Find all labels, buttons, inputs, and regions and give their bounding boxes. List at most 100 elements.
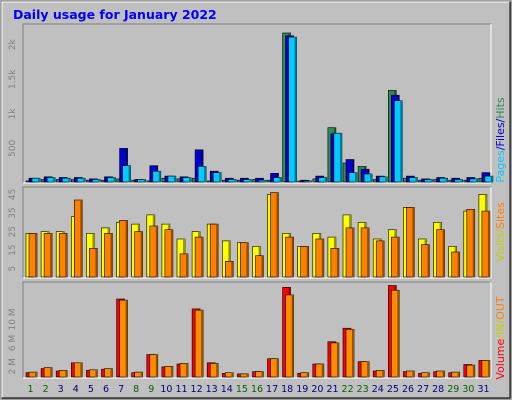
bar-hits-hits-shade-day-28: [445, 178, 448, 182]
side-label-part: Volume: [494, 338, 507, 379]
x-axis-day-label-21: 21: [326, 384, 338, 395]
bar-hits-hits-shade-day-5: [98, 179, 101, 182]
bar-hits-hits-shade-day-25: [400, 100, 403, 182]
bar-hits-hits-shade-day-18: [294, 37, 297, 182]
bar-hits-hits-shade-day-9: [158, 171, 161, 182]
bar-visits-visits-shade-day-1: [35, 233, 37, 277]
bar-visits-sites-shade-day-14: [228, 240, 231, 277]
panel-visits-ytick-label: 5: [8, 266, 18, 272]
bar-hits-hits-shade-day-22: [355, 172, 357, 182]
side-label-part: /: [494, 118, 507, 122]
panel-volume-ytick-label: 10 M: [8, 308, 18, 330]
side-label-part: /: [494, 335, 507, 339]
x-axis-day-label-23: 23: [357, 384, 369, 395]
bar-visits-visits-shade-day-26: [412, 207, 415, 277]
panel-volume-ytick-label: 6 M: [8, 335, 18, 351]
x-axis-day-label-8: 8: [133, 384, 139, 395]
bar-volume-out-shade-day-17: [276, 358, 279, 377]
bar-volume-out-shade-day-15: [246, 373, 249, 377]
bar-hits-files-shade-day-12: [201, 149, 204, 182]
panel-visits-ytick-label: 25: [8, 226, 18, 237]
x-axis-day-label-2: 2: [43, 384, 49, 395]
bar-volume-out-shade-day-13: [216, 363, 219, 377]
bar-hits-hits-shade-day-12: [204, 166, 207, 182]
panel-visits-ytick-label: 35: [8, 207, 18, 218]
bar-volume-out-shade-day-28: [442, 371, 445, 377]
panel-hits-ytick-label: 1k: [8, 108, 18, 120]
bar-hits-hits-shade-day-14: [234, 179, 237, 182]
x-axis-day-label-1: 1: [27, 384, 33, 395]
bar-volume-out-shade-day-10: [170, 366, 173, 377]
bar-visits-visits-shade-day-16: [261, 255, 264, 277]
bar-visits-visits-shade-day-31: [487, 211, 490, 277]
bar-hits-hits-shade-day-10: [173, 176, 176, 182]
x-axis-day-label-20: 20: [311, 384, 323, 395]
x-axis-day-label-13: 13: [206, 384, 218, 395]
bar-hits-hits-shade-day-20: [324, 177, 327, 182]
side-label-part: Files: [494, 122, 507, 146]
side-label-part: /: [494, 320, 507, 324]
bar-volume-out-shade-day-9: [155, 354, 158, 377]
x-axis-day-label-14: 14: [221, 384, 233, 395]
bar-hits-hits-shade-day-7: [128, 165, 131, 182]
bar-hits-hits-shade-day-29: [460, 179, 463, 182]
bar-volume-out-shade-day-24: [382, 370, 385, 377]
bar-volume-out-shade-day-16: [261, 371, 264, 377]
side-label-part: /: [494, 146, 507, 150]
bar-hits-hits-shade-day-13: [219, 172, 222, 182]
x-axis-day-label-28: 28: [432, 384, 444, 395]
bar-hits-hits-shade-day-21: [339, 133, 342, 182]
side-label-part: /: [494, 229, 507, 233]
bar-visits-visits-shade-day-2: [50, 233, 53, 277]
x-axis-day-label-24: 24: [372, 384, 384, 395]
bar-visits-visits-shade-day-25: [397, 237, 400, 277]
x-axis-day-label-6: 6: [103, 384, 109, 395]
bar-visits-visits-shade-day-10: [170, 229, 173, 277]
x-axis-day-label-16: 16: [251, 384, 263, 395]
side-label-part: Visits: [494, 232, 507, 261]
bar-volume-out-shade-day-3: [65, 370, 68, 377]
bar-visits-visits-shade-day-27: [427, 244, 430, 277]
side-label-part: Sites: [494, 202, 507, 229]
bar-visits-visits-shade-day-11: [186, 253, 188, 277]
bar-hits-hits-shade-day-19: [309, 180, 312, 182]
bar-visits-visits-shade-day-3: [65, 233, 68, 277]
bar-volume-out-shade-day-27: [427, 372, 430, 377]
bar-visits-visits-shade-day-17: [276, 192, 279, 277]
bar-volume-out-shade-day-12: [201, 310, 204, 377]
x-axis-day-label-9: 9: [148, 384, 154, 395]
bar-volume-out-shade-day-14: [231, 372, 234, 377]
panel-volume-side-label: Volume/IN/OUT: [494, 296, 507, 380]
bar-visits-visits-shade-day-20: [321, 239, 324, 277]
bar-hits-hits-shade-day-15: [249, 179, 252, 182]
bar-visits-visits-shade-day-6: [110, 233, 113, 277]
bar-hits-hits-shade-day-31: [490, 176, 493, 182]
panel-hits-side-label: Pages/Files/Hits: [494, 97, 507, 183]
x-axis-day-label-11: 11: [175, 384, 187, 395]
bar-volume-out-shade-day-30: [472, 365, 475, 377]
panel-hits-ytick-label: 1.5k: [8, 69, 18, 89]
bar-volume-out-shade-day-20: [321, 364, 324, 377]
bar-hits-hits-shade-day-6: [113, 177, 116, 182]
bar-hits-files-shade-day-7: [125, 148, 128, 182]
bar-hits-hits-shade-day-30: [475, 178, 478, 182]
panel-hits-ytick-label: 2k: [8, 38, 18, 50]
x-axis-day-label-17: 17: [266, 384, 278, 395]
bar-visits-visits-shade-day-28: [442, 229, 445, 277]
x-axis-day-label-18: 18: [281, 384, 293, 395]
bar-visits-visits-shade-day-5: [95, 248, 98, 277]
x-axis-day-label-30: 30: [462, 384, 474, 395]
side-label-part: OUT: [494, 296, 507, 320]
x-axis-day-label-31: 31: [477, 384, 489, 395]
bar-volume-out-shade-day-5: [95, 369, 98, 377]
bar-volume-out-shade-day-22: [352, 329, 354, 377]
bar-visits-visits-shade-day-21: [336, 248, 339, 277]
side-label-part: Hits: [494, 97, 507, 119]
bar-hits-hits-shade-day-2: [53, 177, 56, 182]
bar-volume-out-shade-day-8: [140, 372, 143, 377]
bar-hits-hits-shade-day-8: [143, 179, 146, 182]
x-axis-day-label-26: 26: [402, 384, 414, 395]
